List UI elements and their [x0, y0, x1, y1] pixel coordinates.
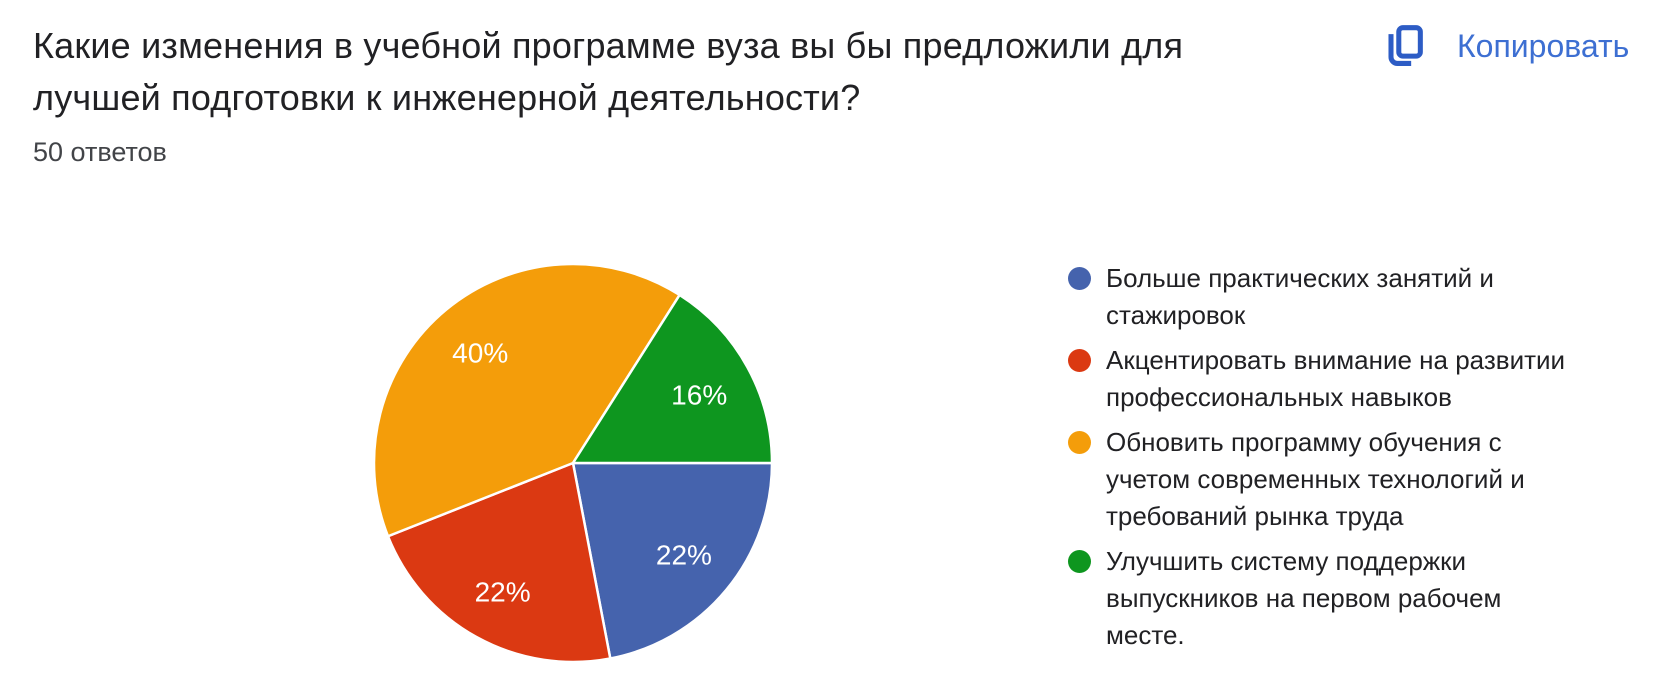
pie-slice-update-program[interactable]	[372, 262, 681, 538]
pie-label-update-program: 40%	[452, 338, 508, 369]
legend-dot-green-icon	[1068, 550, 1091, 573]
legend-item-graduate-support: Улучшить систему поддержки выпускников н…	[1068, 543, 1588, 654]
question-title: Какие изменения в учебной программе вуза…	[33, 20, 1183, 124]
copy-icon	[1380, 22, 1424, 70]
pie-slice-graduate-support[interactable]	[571, 293, 774, 465]
legend-item-practical-training: Больше практических занятий и стажировок	[1068, 260, 1588, 334]
pie-slice-practical-training[interactable]	[571, 461, 774, 660]
question-title-line-2: лучшей подготовки к инженерной деятельно…	[33, 77, 861, 118]
pie-label-practical-training: 22%	[656, 540, 712, 571]
chart-legend: Больше практических занятий и стажировок…	[1068, 260, 1588, 662]
legend-item-update-program: Обновить программу обучения с учетом сов…	[1068, 424, 1588, 535]
pie-label-graduate-support: 16%	[671, 380, 727, 411]
copy-button-label: Копировать	[1457, 28, 1630, 64]
pie-slice-professional-skills[interactable]	[386, 461, 612, 664]
legend-item-professional-skills: Акцентировать внимание на развитии профе…	[1068, 342, 1588, 416]
legend-label: Акцентировать внимание на развитии профе…	[1106, 345, 1566, 412]
copy-button[interactable]: Копировать	[1380, 22, 1629, 70]
pie-chart: 22% 22% 40% 16%	[372, 262, 774, 664]
legend-dot-orange-icon	[1068, 431, 1091, 454]
pie-label-professional-skills: 22%	[475, 577, 531, 608]
responses-count: 50 ответов	[33, 137, 167, 167]
legend-dot-red-icon	[1068, 349, 1091, 372]
legend-label: Улучшить систему поддержки выпускников н…	[1106, 546, 1502, 650]
legend-dot-blue-icon	[1068, 267, 1091, 290]
question-title-line-1: Какие изменения в учебной программе вуза…	[33, 25, 1184, 66]
legend-label: Обновить программу обучения с учетом сов…	[1106, 427, 1525, 531]
legend-label: Больше практических занятий и стажировок	[1106, 263, 1494, 330]
